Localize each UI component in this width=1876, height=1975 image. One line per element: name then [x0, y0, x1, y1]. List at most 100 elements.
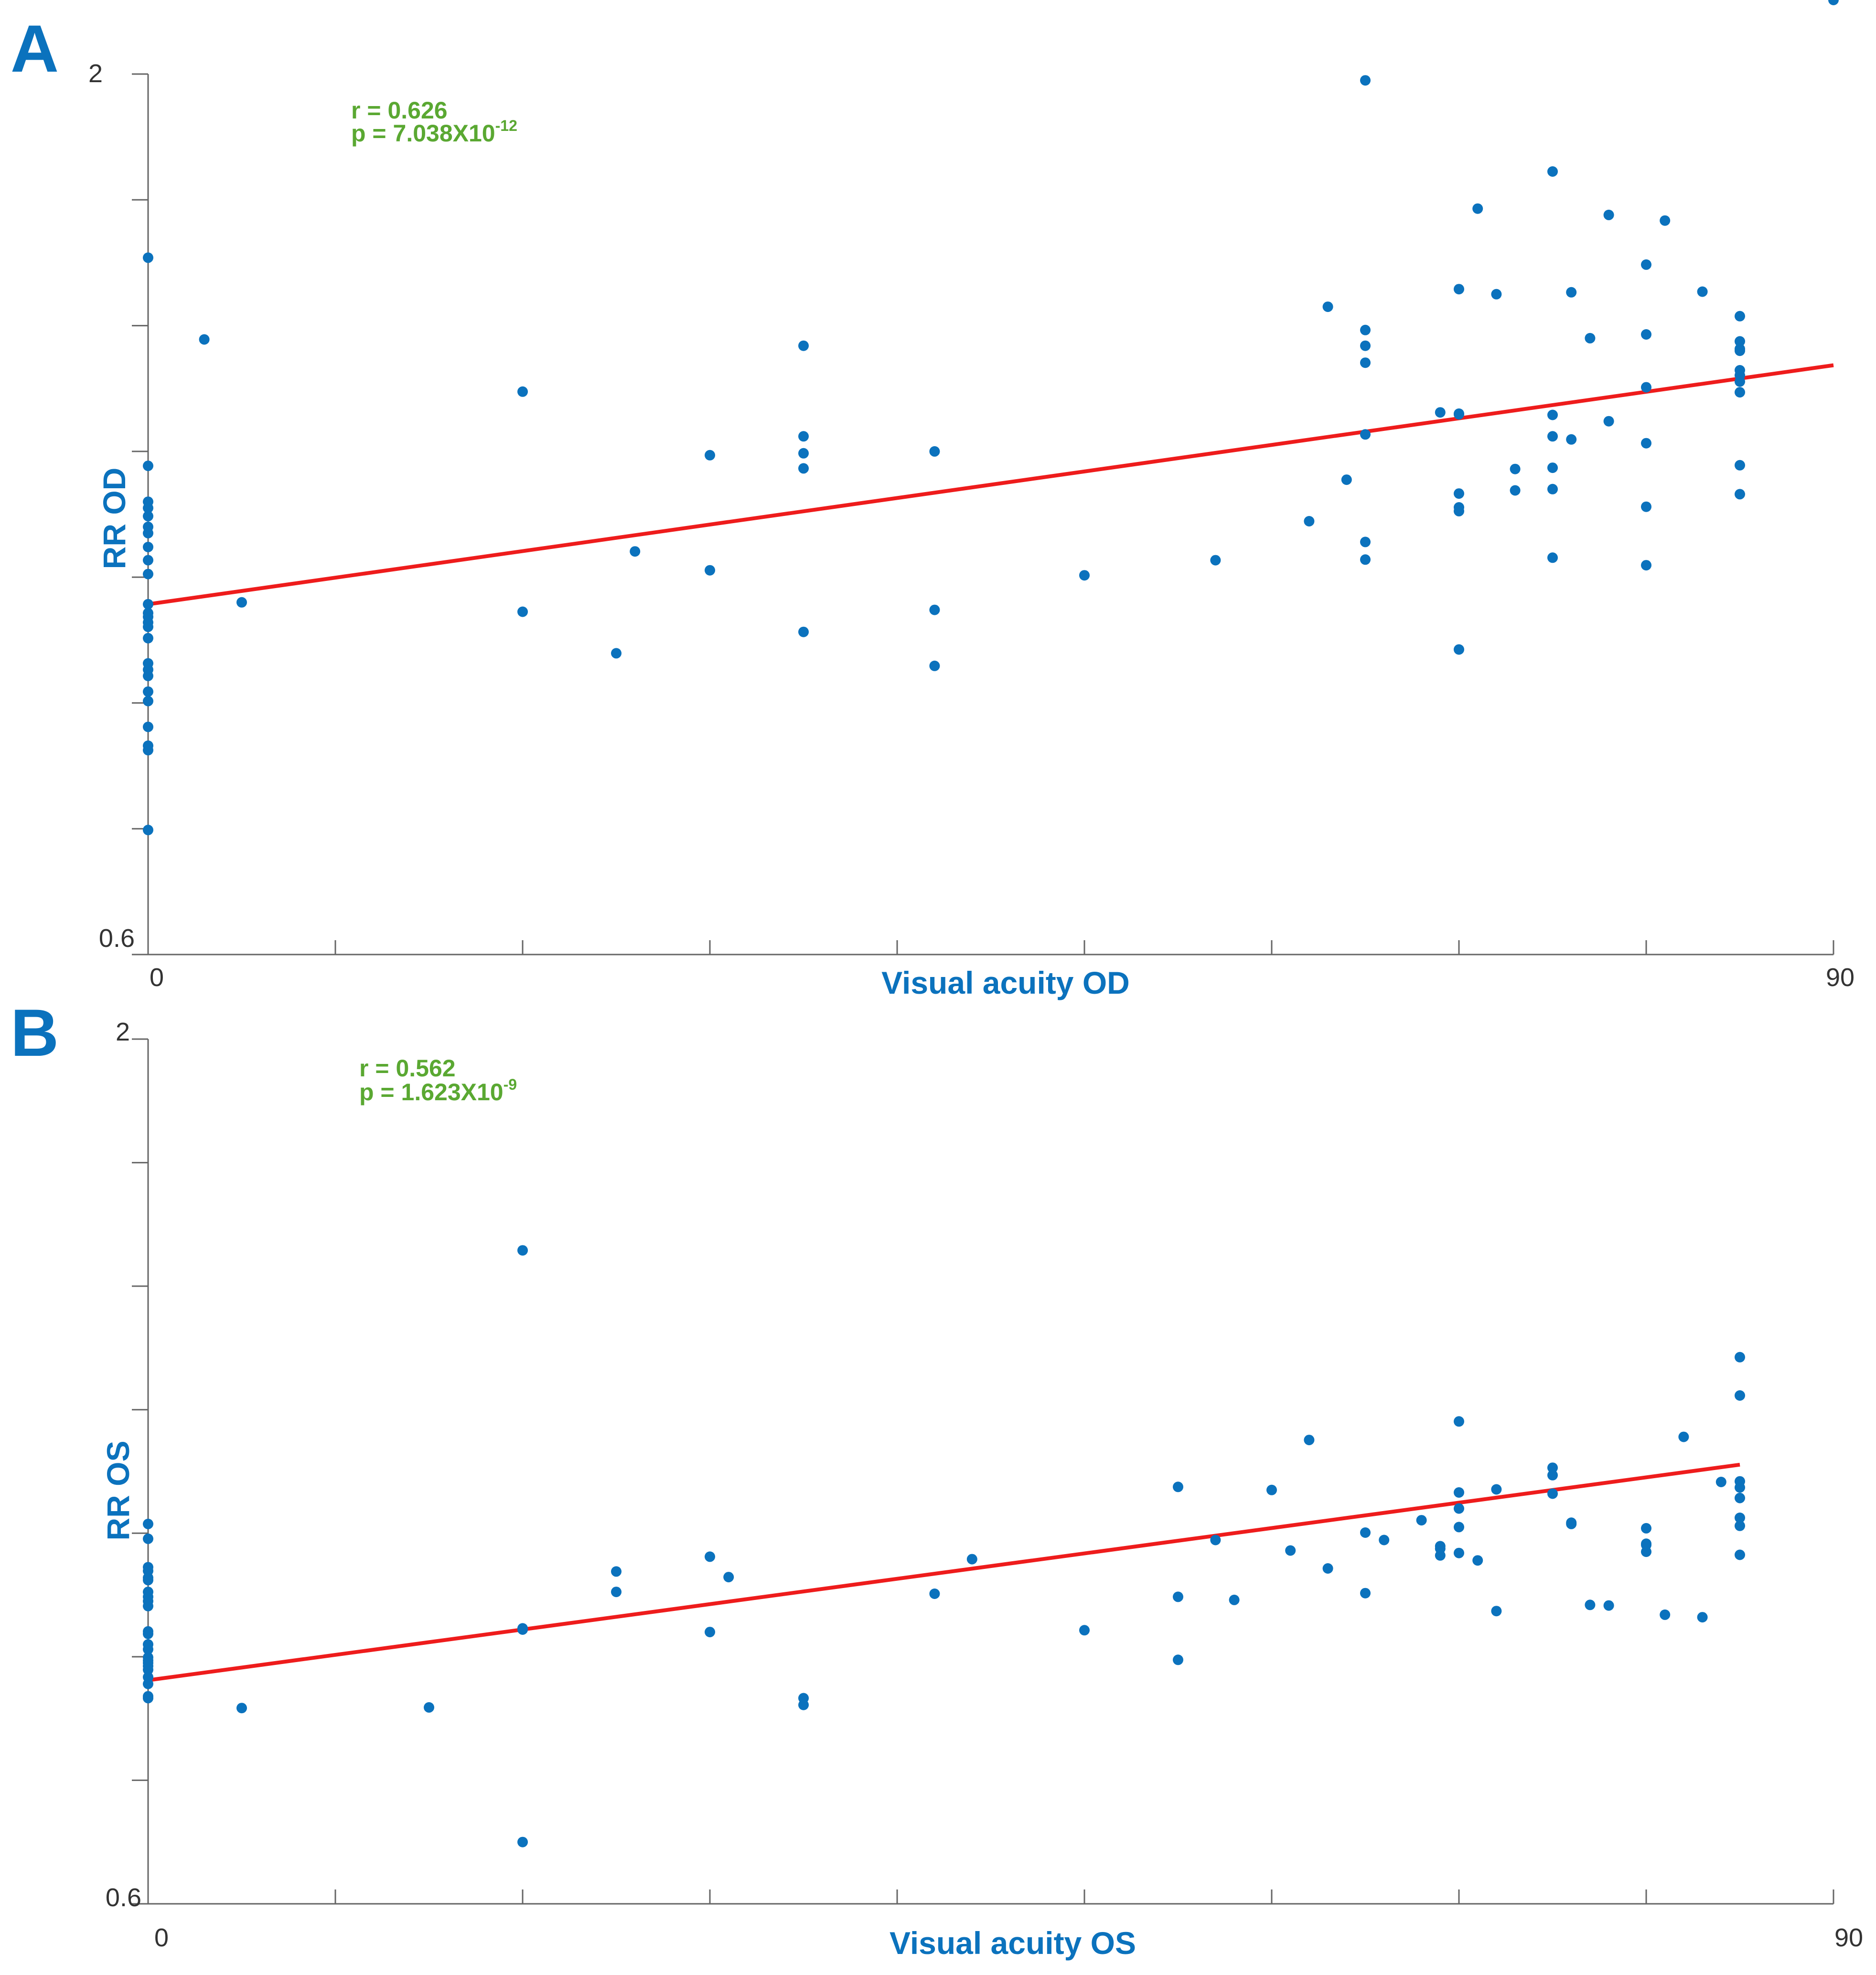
panel-a-data-point	[1603, 416, 1614, 427]
panel-b-data-point	[143, 1600, 153, 1611]
panel-a-data-point	[143, 511, 153, 522]
panel-b-data-point	[1641, 1546, 1651, 1557]
panel-b-data-point	[1416, 1515, 1427, 1526]
panel-a-data-point	[1510, 463, 1521, 474]
panel-a-p-value: p = 7.038X10-12	[351, 117, 517, 147]
panel-b-xmin-label: 0	[154, 1923, 169, 1952]
panel-a-data-point	[1641, 329, 1651, 340]
panel-b-data-point	[1735, 1492, 1745, 1503]
panel-b-p-exponent: -9	[504, 1076, 517, 1093]
panel-b-data-point	[143, 1644, 153, 1655]
panel-a-data-point	[1641, 382, 1651, 393]
panel-b-data-point	[1660, 1609, 1671, 1620]
panel-b-data-point	[1547, 1462, 1558, 1473]
panel-a-data-point	[1360, 324, 1371, 335]
panel-b-data-point	[1454, 1487, 1464, 1498]
panel-b-data-point	[1173, 1481, 1183, 1492]
panel-b-r-value: r = 0.562	[359, 1055, 456, 1082]
panel-a-data-point	[143, 542, 153, 552]
panel-a-data-point	[1547, 431, 1558, 442]
panel-b-data-point	[1229, 1594, 1240, 1605]
panel-b-data-point	[1491, 1484, 1502, 1495]
panel-a-points	[143, 0, 1839, 836]
panel-a-data-point	[1697, 286, 1708, 297]
panel-a-data-point	[1491, 289, 1502, 300]
panel-b-chart: B 2 0.6 0 90 Visual acuity OS RR OS r = …	[11, 995, 1863, 1961]
panel-a-data-point	[143, 721, 153, 732]
panel-a-data-point	[1735, 460, 1745, 471]
panel-b-data-point	[143, 1575, 153, 1586]
panel-b-ymax-label: 2	[116, 1018, 130, 1046]
panel-b-data-point	[424, 1702, 434, 1713]
panel-b-points	[143, 1245, 1745, 1847]
panel-b-data-point	[1454, 1503, 1464, 1514]
panel-a-p-exponent: -12	[495, 117, 517, 134]
panel-a-data-point	[143, 503, 153, 514]
panel-a-data-point	[1454, 505, 1464, 516]
panel-a-xmax-label: 90	[1826, 963, 1855, 992]
panel-b-y-axis-title: RR OS	[100, 1440, 136, 1540]
panel-a-data-point	[143, 686, 153, 697]
panel-a-data-point	[1566, 434, 1577, 445]
panel-a-data-point	[1454, 488, 1464, 499]
panel-a-data-point	[798, 340, 809, 351]
panel-b-data-point	[1454, 1522, 1464, 1533]
panel-a-data-point	[143, 461, 153, 472]
panel-b-data-point	[1678, 1431, 1689, 1442]
panel-b-data-point	[143, 1664, 153, 1675]
panel-b-data-point	[1735, 1520, 1745, 1531]
panel-b-p-mantissa: p = 1.623X10	[359, 1079, 504, 1106]
panel-b-axes	[147, 1039, 1833, 1905]
panel-b-data-point	[1304, 1435, 1315, 1446]
panel-a-data-point	[143, 599, 153, 610]
panel-b-ticks	[132, 1038, 1834, 1905]
panel-a-data-point	[1341, 474, 1352, 485]
panel-a-data-point	[517, 386, 528, 397]
panel-a-data-point	[199, 334, 210, 345]
panel-b-data-point	[1266, 1484, 1277, 1495]
panel-a-data-point	[798, 431, 809, 442]
panel-b-data-point	[1379, 1535, 1390, 1546]
panel-a-data-point	[705, 565, 715, 576]
panel-a-xmin-label: 0	[150, 963, 164, 992]
panel-a-data-point	[143, 569, 153, 580]
panel-a-data-point	[798, 448, 809, 459]
panel-a-data-point	[929, 446, 940, 457]
panel-b-data-point	[1735, 1513, 1745, 1523]
panel-a-data-point	[143, 622, 153, 633]
panel-a-data-point	[1547, 462, 1558, 473]
panel-b-data-point	[1566, 1517, 1577, 1528]
panel-a-data-point	[1735, 489, 1745, 500]
panel-b-data-point	[723, 1572, 734, 1583]
panel-a-data-point	[143, 633, 153, 644]
panel-a-data-point	[1603, 209, 1614, 220]
panel-b-data-point	[1454, 1416, 1464, 1427]
panel-a-data-point	[798, 463, 809, 474]
panel-b-data-point	[611, 1587, 622, 1598]
panel-b-data-point	[1641, 1523, 1651, 1534]
panel-a-data-point	[1641, 501, 1651, 512]
panel-a-data-point	[1735, 336, 1745, 347]
panel-a-data-point	[1547, 166, 1558, 177]
panel-a-data-point	[1735, 345, 1745, 356]
panel-b-letter: B	[11, 995, 59, 1070]
panel-a-data-point	[1454, 644, 1464, 655]
panel-a-data-point	[705, 450, 715, 461]
panel-a-data-point	[1660, 215, 1671, 226]
panel-b-data-point	[1173, 1654, 1183, 1665]
panel-b-data-point	[143, 1533, 153, 1544]
panel-a-data-point	[143, 555, 153, 566]
panel-a-p-mantissa: p = 7.038X10	[351, 120, 495, 147]
panel-a-data-point	[1566, 287, 1577, 298]
panel-b-data-point	[517, 1836, 528, 1847]
panel-a-axes	[147, 74, 1833, 955]
panel-b-data-point	[966, 1554, 977, 1565]
panel-b-data-point	[1547, 1470, 1558, 1481]
panel-a-data-point	[1472, 203, 1483, 214]
panel-b-data-point	[1210, 1535, 1221, 1546]
panel-b-data-point	[1735, 1352, 1745, 1363]
panel-b-data-point	[1641, 1538, 1651, 1549]
panel-b-data-point	[1285, 1545, 1296, 1556]
panel-a-data-point	[1510, 485, 1521, 496]
panel-a-data-point	[1360, 537, 1371, 547]
